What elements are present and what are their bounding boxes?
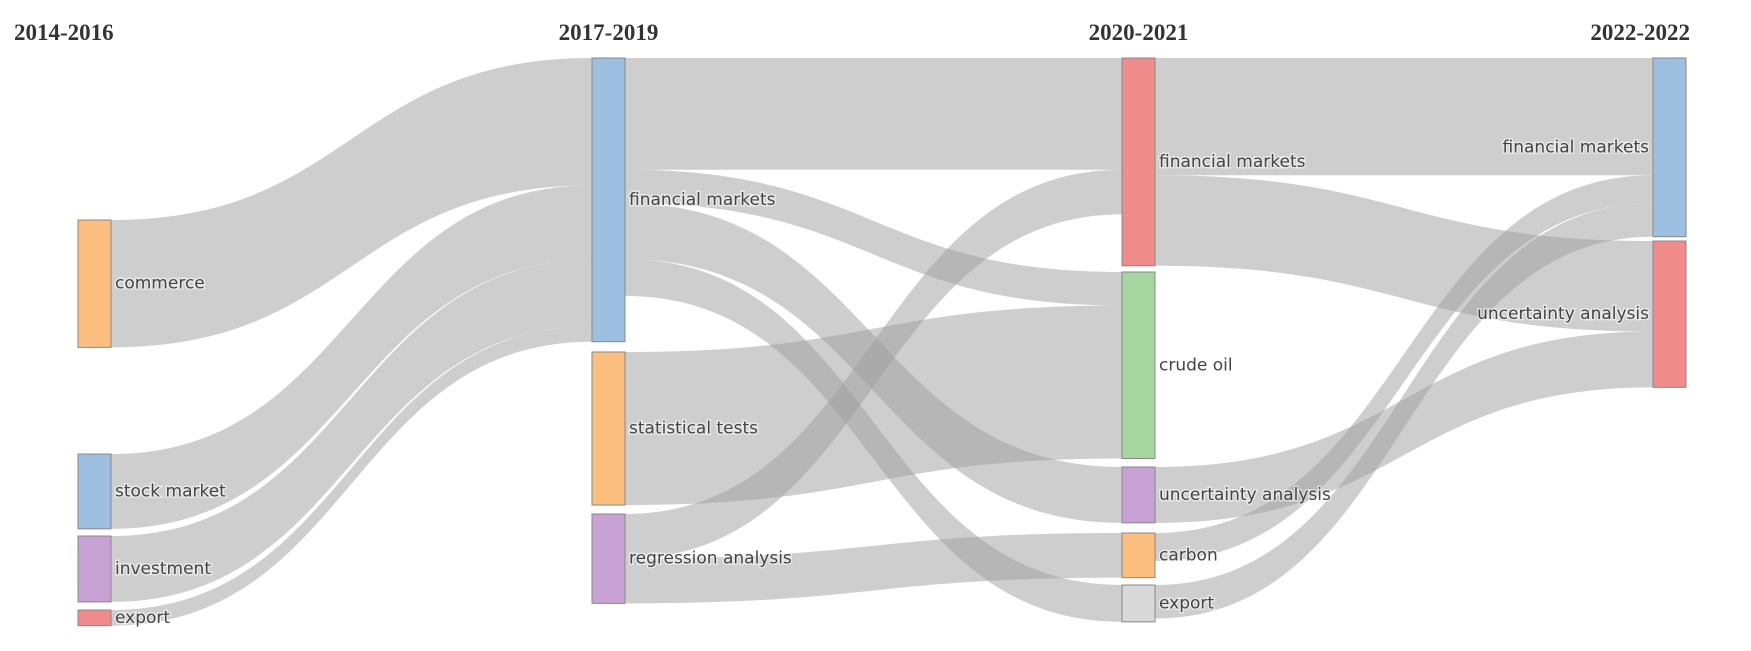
node (1121, 466, 1156, 524)
link (1155, 175, 1653, 332)
node-label: financial markets (629, 190, 776, 210)
link (111, 185, 592, 529)
node-label: uncertainty analysis (1159, 485, 1331, 505)
node (1652, 240, 1687, 388)
node (1121, 584, 1156, 623)
node-label: statistical tests (629, 419, 758, 439)
link (1155, 175, 1653, 561)
node-label: commerce (115, 274, 205, 294)
node (591, 513, 626, 604)
link (625, 169, 1122, 306)
column-title: 2022-2022 (1590, 20, 1690, 45)
column-title: 2017-2019 (559, 20, 659, 45)
column-title: 2020-2021 (1089, 20, 1189, 45)
node-label: stock market (115, 481, 226, 501)
node (1121, 532, 1156, 579)
node-label: export (115, 608, 170, 628)
link (1155, 58, 1653, 176)
node (591, 57, 626, 343)
node (1121, 57, 1156, 267)
node-label: carbon (1159, 545, 1218, 565)
link (625, 533, 1122, 604)
node (1652, 57, 1687, 238)
link (111, 260, 592, 602)
link (1155, 203, 1653, 619)
node-label: regression analysis (629, 549, 792, 569)
node-label: investment (115, 559, 211, 579)
node (77, 609, 112, 627)
node (1121, 271, 1156, 460)
node-label: uncertainty analysis (1477, 304, 1649, 324)
node (591, 351, 626, 506)
node (77, 535, 112, 603)
node-label: financial markets (1159, 152, 1306, 172)
column-title: 2014-2016 (14, 20, 114, 45)
node-label: export (1159, 593, 1214, 613)
node-label: financial markets (1503, 137, 1650, 157)
node (77, 453, 112, 530)
link (111, 58, 592, 348)
node (77, 219, 112, 348)
link (625, 58, 1122, 170)
node-label: crude oil (1159, 355, 1233, 375)
link (625, 305, 1122, 506)
nodes: commerce stock market investment export fina… (77, 57, 1687, 629)
links (111, 58, 1653, 626)
link (625, 169, 1122, 559)
link (111, 326, 592, 626)
